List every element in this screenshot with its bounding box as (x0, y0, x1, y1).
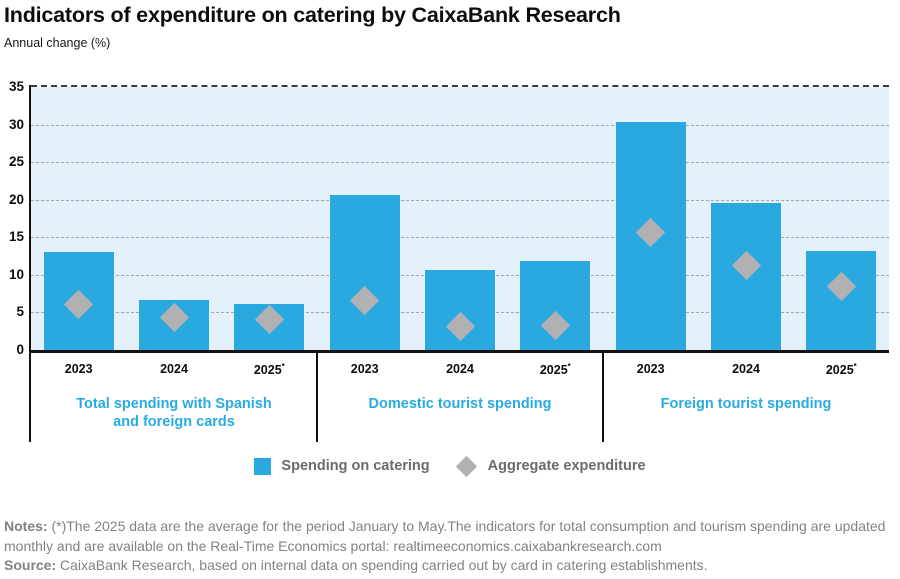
group-label: Total spending with Spanish and foreign … (76, 396, 272, 430)
plot-top-border (31, 85, 889, 87)
notes-prefix: Notes: (4, 518, 48, 534)
legend-label: Aggregate expenditure (487, 458, 646, 474)
x-tick-label: 2023 (64, 362, 93, 376)
gridline-30 (31, 124, 889, 126)
group-label: Foreign tourist spending (660, 396, 832, 412)
y-tick-label-35: 35 (8, 79, 24, 94)
y-tick-label-0: 0 (16, 342, 24, 357)
page-title: Indicators of expenditure on catering by… (4, 3, 621, 27)
chart-subtitle: Annual change (%) (4, 36, 111, 50)
gridline-25 (31, 162, 889, 164)
x-tick-label: 2023 (636, 362, 665, 376)
y-tick-label-5: 5 (16, 304, 24, 320)
x-axis-line (29, 350, 889, 353)
source-prefix: Source: (4, 557, 57, 573)
x-tick-label: 2025* (539, 362, 571, 378)
legend-label: Spending on catering (281, 458, 430, 474)
gridline-15 (31, 237, 889, 239)
bar-swatch-icon (254, 457, 272, 475)
x-tick-label: 2024 (446, 362, 474, 376)
y-tick-label-10: 10 (8, 266, 24, 282)
y-tick-label-15: 15 (8, 229, 24, 245)
legend: Spending on catering Aggregate expenditu… (0, 455, 900, 477)
legend-item-catering: Spending on catering (254, 457, 430, 475)
x-axis-label-area: Total spending with Spanish and foreign … (29, 350, 889, 442)
group-label: Domestic tourist spending (368, 396, 552, 412)
group-separator (29, 350, 31, 442)
group-separator (602, 350, 604, 442)
x-tick-label: 2024 (732, 362, 760, 376)
y-tick-label-30: 30 (8, 116, 24, 132)
x-tick-label: 2025* (253, 362, 285, 378)
gridline-20 (31, 199, 889, 201)
x-tick-label: 2025* (825, 362, 857, 378)
legend-item-aggregate: Aggregate expenditure (456, 455, 646, 477)
x-tick-label: 2023 (350, 362, 379, 376)
source-text: CaixaBank Research, based on internal da… (56, 557, 708, 573)
x-tick-label: 2024 (160, 362, 188, 376)
plot-area (29, 85, 889, 356)
y-axis-line (29, 85, 31, 356)
bar-2-2023 (329, 195, 400, 350)
y-tick-label-25: 25 (8, 154, 24, 170)
footnotes: Notes: (*)The 2025 data are the average … (4, 517, 898, 576)
y-tick-label-20: 20 (8, 191, 24, 207)
group-separator (316, 350, 318, 442)
notes-text: (*)The 2025 data are the average for the… (4, 518, 886, 554)
diamond-swatch-icon (456, 455, 478, 477)
